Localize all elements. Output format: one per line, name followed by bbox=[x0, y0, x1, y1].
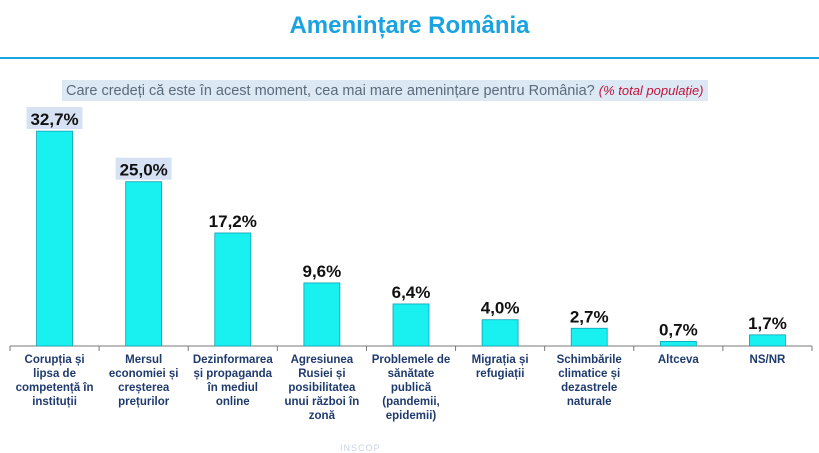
category-label-line: Rusiei și bbox=[298, 368, 345, 380]
category-label-line: lipsa de bbox=[33, 368, 76, 380]
category-label-line: epidemii) bbox=[386, 410, 437, 422]
value-label-highlight bbox=[26, 107, 83, 130]
category-label-line: climatice și bbox=[558, 368, 620, 380]
category-label-line: Schimbările bbox=[557, 354, 622, 366]
footer-watermark: INSCOP bbox=[340, 443, 381, 453]
category-label-line: instituții bbox=[32, 396, 77, 408]
category-label-line: Altceva bbox=[658, 354, 700, 366]
category-label-line: Agresiunea bbox=[291, 354, 354, 366]
category-label-5: Problemele de sănătate publică (pandemii, ep… bbox=[372, 354, 451, 422]
category-label-9: NS/NR bbox=[750, 354, 786, 366]
bar-4 bbox=[303, 282, 341, 347]
category-label-line: creșterea bbox=[118, 382, 170, 394]
category-label-3: Dezinformarea și propaganda în mediul onlin… bbox=[193, 354, 273, 408]
question-text: Care credeți că este în acest moment, ce… bbox=[66, 83, 595, 99]
value-label-2: 25,0% bbox=[120, 161, 168, 180]
bar-5 bbox=[392, 303, 430, 347]
value-label-1: 32,7% bbox=[30, 110, 78, 129]
category-label-line: economiei și bbox=[109, 368, 179, 380]
category-label-line: (pandemii, bbox=[382, 396, 440, 408]
value-label-6: 4,0% bbox=[481, 299, 520, 318]
category-label-line: naturale bbox=[567, 396, 612, 408]
bar-9 bbox=[749, 334, 786, 347]
category-label-7: Schimbările climatice și dezastrele natural… bbox=[557, 354, 622, 408]
category-label-1: Corupția și lipsa de competență în instituț… bbox=[16, 354, 94, 408]
category-label-line: publică bbox=[391, 382, 432, 394]
bar-7 bbox=[570, 327, 608, 347]
value-label-9: 1,7% bbox=[748, 314, 787, 333]
survey-question: Care credeți că este în acest moment, ce… bbox=[62, 80, 708, 101]
value-label-8: 0,7% bbox=[659, 320, 698, 339]
bar-1 bbox=[36, 130, 73, 347]
title-divider bbox=[0, 57, 819, 59]
category-label-line: NS/NR bbox=[750, 354, 786, 366]
value-label-7: 2,7% bbox=[570, 307, 609, 326]
category-label-line: zonă bbox=[309, 410, 336, 422]
category-label-line: Corupția și bbox=[25, 354, 85, 366]
category-label-line: Problemele de bbox=[372, 354, 451, 366]
value-label-5: 6,4% bbox=[392, 283, 431, 302]
category-label-line: competență în bbox=[16, 382, 94, 394]
category-label-line: Dezinformarea bbox=[193, 354, 273, 366]
page-title: Amenințare România bbox=[289, 12, 530, 39]
category-label-line: în mediul bbox=[207, 382, 258, 394]
category-label-line: prețurilor bbox=[118, 396, 170, 408]
bar-2 bbox=[125, 181, 163, 347]
question-note: (% total populație) bbox=[598, 83, 704, 98]
category-label-line: posibilitatea bbox=[288, 382, 356, 394]
category-label-line: Mersul bbox=[125, 354, 162, 366]
bar-6 bbox=[481, 319, 519, 347]
category-label-line: refugiații bbox=[476, 368, 525, 380]
bar-3 bbox=[214, 232, 252, 347]
value-label-4: 9,6% bbox=[303, 262, 342, 281]
category-label-line: Migrația și bbox=[472, 354, 529, 366]
category-label-line: dezastrele bbox=[561, 382, 617, 394]
category-label-8: Altceva bbox=[658, 354, 700, 366]
bar-8 bbox=[659, 340, 697, 347]
category-label-line: online bbox=[216, 396, 250, 408]
category-label-line: și propaganda bbox=[193, 368, 272, 380]
value-label-highlight bbox=[115, 157, 172, 180]
category-label-2: Mersul economiei și creșterea prețurilor bbox=[109, 354, 179, 408]
category-label-line: unui război în bbox=[285, 396, 360, 408]
category-label-6: Migrația și refugiații bbox=[472, 354, 529, 380]
category-label-4: Agresiunea Rusiei și posibilitatea unui răz… bbox=[285, 354, 360, 422]
category-label-line: sănătate bbox=[388, 368, 435, 380]
value-label-3: 17,2% bbox=[209, 212, 257, 231]
